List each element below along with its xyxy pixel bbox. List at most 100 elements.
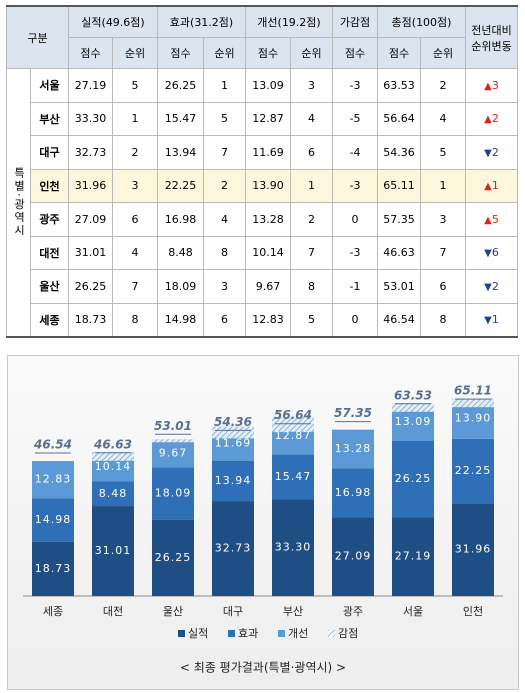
cell: 8 <box>203 235 246 270</box>
data-row: 부산 33.30 1 15.47 5 12.87 4 -5 56.64 4 ▲2 <box>7 101 519 136</box>
data-row: 울산 26.25 7 18.09 3 9.67 8 -1 53.01 6 ▼2 <box>7 269 519 304</box>
rank-arrow: ▼ <box>484 315 492 327</box>
bar-segment <box>452 438 494 504</box>
bar-segment <box>332 429 374 469</box>
data-row: 인천 31.96 3 22.25 2 13.90 1 -3 65.11 1 ▲1 <box>7 168 519 203</box>
cell: 6 <box>203 302 246 338</box>
rank-arrow: ▲ <box>484 80 492 92</box>
legend-swatch <box>328 630 335 637</box>
header-cell: 개선(19.2점) <box>245 5 333 38</box>
segment-label: 8.48 <box>99 487 128 500</box>
segment-label: 31.96 <box>455 543 492 556</box>
cell: 4 <box>419 101 467 136</box>
rank-change-value: 6 <box>491 246 499 260</box>
rank-change-value: 2 <box>491 112 499 126</box>
cell: 14.98 <box>157 302 204 338</box>
cell: 32.73 <box>68 135 113 170</box>
cell: 16.98 <box>157 202 204 237</box>
segment-label: 16.98 <box>335 486 372 499</box>
deduction-segment <box>272 417 314 432</box>
cell: 18.09 <box>157 269 204 304</box>
cell: 8 <box>290 269 333 304</box>
segment-label: 15.47 <box>275 470 312 483</box>
cell: 31.96 <box>68 168 113 203</box>
cell: 7 <box>419 235 467 270</box>
total-label: 53.01 <box>154 419 192 433</box>
rank-change-value: 1 <box>491 313 499 327</box>
legend-label: 개선 <box>288 627 308 640</box>
bar-segment <box>92 506 134 596</box>
cell: 0 <box>332 302 378 338</box>
deduction-segment <box>392 403 434 412</box>
segment-label: 27.09 <box>335 550 372 563</box>
cell: 33.30 <box>68 101 113 136</box>
region: 광주 <box>30 202 69 237</box>
header-row: 구분 실적(49.6점) 효과(31.2점) 개선(19.2점) 가감점 총점(100점)… <box>6 5 519 69</box>
cell: 31.01 <box>68 235 113 270</box>
deduction-segment <box>92 452 134 461</box>
result-table: 구분 실적(49.6점) 효과(31.2점) 개선(19.2점) 가감점 총점(100점)… <box>6 5 519 338</box>
subheader-cell: 순위 <box>112 37 158 69</box>
total-label: 57.35 <box>334 406 372 420</box>
bar-segment <box>152 519 194 596</box>
header-cell: 실적(49.6점) <box>68 5 158 38</box>
cell: 4 <box>112 235 158 270</box>
cell: 1 <box>203 68 246 103</box>
cell: 2 <box>112 135 158 170</box>
cell: -4 <box>332 135 378 170</box>
rank-arrow: ▼ <box>484 147 492 159</box>
subheader-row: 점수 순위 점수 순위 점수 순위 점수 점수 순위 <box>7 37 518 69</box>
cell: -1 <box>332 269 378 304</box>
total-label: 65.11 <box>454 384 492 398</box>
deduction-segment <box>152 439 194 443</box>
segment-label: 13.90 <box>455 412 492 425</box>
cell: 5 <box>203 101 246 136</box>
cell: 2 <box>203 168 246 203</box>
legend-label: 감점 <box>338 627 358 640</box>
rank-change: ▼1 <box>465 302 519 338</box>
rank-change-value: 5 <box>491 212 499 226</box>
header-line: 전년대비 <box>471 23 512 37</box>
bar-segment <box>212 501 254 596</box>
chart-panel: < 최종 평가결과(특별·광역시) > 18.73 14.98 12.83 46.54… <box>7 355 519 690</box>
cell: 5 <box>112 68 158 103</box>
cell: 7 <box>290 235 333 270</box>
segment-label: 27.19 <box>395 550 432 563</box>
segment-label: 11.69 <box>215 437 252 450</box>
rank-change-value: 2 <box>491 145 499 159</box>
legend-label: 실적 <box>188 627 208 640</box>
bar-segment <box>32 461 74 499</box>
cell: 13.94 <box>157 135 204 170</box>
cell: 8 <box>112 302 158 338</box>
cell: 1 <box>290 168 333 203</box>
segment-label: 12.87 <box>275 429 312 442</box>
cell: 27.19 <box>68 68 113 103</box>
legend-swatch <box>178 630 185 637</box>
bar-segment <box>152 439 194 468</box>
rank-change: ▲3 <box>465 68 519 103</box>
data-row: 대구 32.73 2 13.94 7 11.69 6 -4 54.36 5 ▼2 <box>7 135 519 170</box>
segment-label: 12.83 <box>35 473 72 486</box>
segment-label: 32.73 <box>215 542 252 555</box>
cell: 15.47 <box>157 101 204 136</box>
segment-label: 10.14 <box>95 460 132 473</box>
cell: -3 <box>332 235 378 270</box>
cell: 57.35 <box>377 202 421 237</box>
deduction-segment <box>212 426 254 439</box>
cell: 2 <box>419 68 467 103</box>
rank-change: ▲2 <box>465 101 519 136</box>
region: 서울 <box>30 68 69 103</box>
segment-label: 13.94 <box>215 474 252 487</box>
bar-segment <box>332 517 374 596</box>
rank-change-value: 1 <box>491 179 499 193</box>
cell: 56.64 <box>377 101 421 136</box>
chart: < 최종 평가결과(특별·광역시) > 18.73 14.98 12.83 46.54… <box>23 384 503 675</box>
cell: 7 <box>112 269 158 304</box>
segment-label: 14.98 <box>35 513 72 526</box>
segment-label: 13.09 <box>395 415 432 428</box>
segment-label: 26.25 <box>395 472 432 485</box>
data-row: 특별·광역시 서울 27.19 5 26.25 1 13.09 3 -3 63.53 2 ▲3 <box>6 68 519 338</box>
cell: 53.01 <box>377 269 421 304</box>
cell: 3 <box>290 68 333 103</box>
